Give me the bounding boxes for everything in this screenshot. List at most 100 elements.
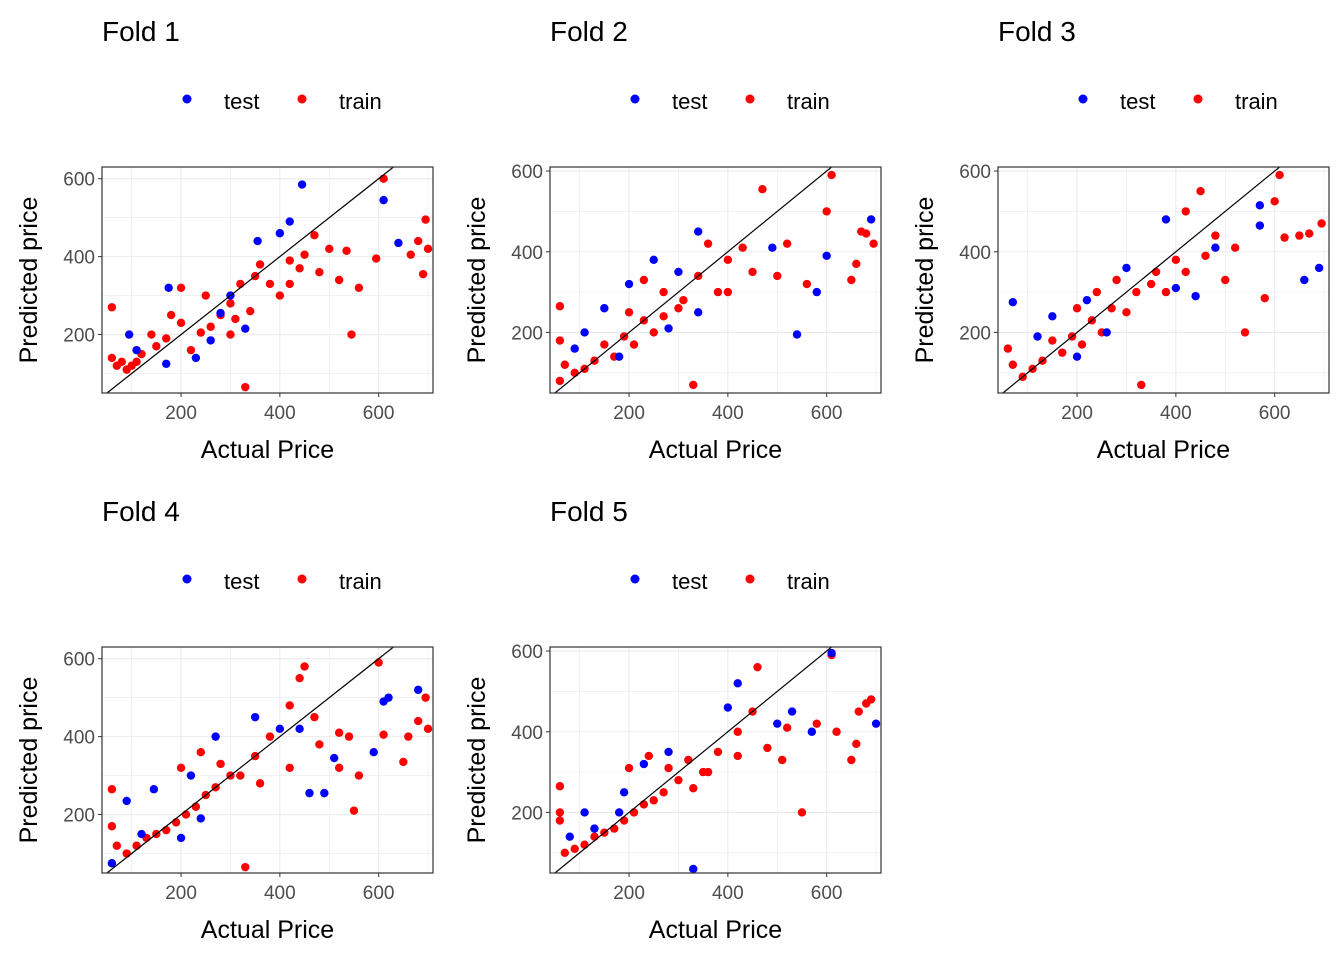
legend-key-test — [630, 574, 640, 584]
point-train — [555, 816, 565, 825]
point-test — [369, 748, 378, 757]
y-tick-label: 400 — [63, 248, 95, 269]
point-train — [1240, 328, 1250, 337]
point-train — [255, 779, 265, 788]
point-train — [236, 771, 245, 780]
point-test — [866, 215, 876, 224]
point-train — [122, 849, 131, 858]
point-train — [1058, 348, 1067, 357]
point-train — [1317, 219, 1326, 228]
point-test — [664, 324, 673, 333]
point-train — [285, 763, 294, 772]
point-train — [295, 673, 304, 683]
y-tick-label: 400 — [959, 243, 991, 264]
point-test — [768, 243, 777, 252]
point-train — [649, 796, 658, 805]
point-train — [152, 342, 161, 351]
points — [107, 658, 433, 872]
point-train — [723, 255, 733, 265]
point-train — [285, 256, 294, 265]
point-test — [1300, 275, 1309, 285]
point-train — [166, 310, 176, 320]
point-train — [861, 699, 871, 708]
point-train — [1077, 340, 1087, 349]
point-train — [1146, 279, 1156, 289]
point-train — [379, 730, 388, 739]
legend-label-test: test — [672, 89, 707, 114]
point-train — [354, 771, 364, 780]
point-test — [275, 724, 285, 734]
point-test — [565, 832, 574, 841]
y-axis-title: Predicted price — [15, 197, 43, 364]
point-test — [1008, 297, 1018, 307]
point-train — [176, 283, 186, 292]
x-axis-title: Actual Price — [1097, 436, 1230, 464]
legend-key-test — [1078, 94, 1088, 104]
point-test — [1191, 291, 1200, 301]
panel-title: Fold 5 — [550, 496, 628, 527]
x-tick-label: 200 — [1061, 403, 1093, 424]
point-test — [379, 195, 388, 205]
y-tick-label: 400 — [63, 728, 95, 749]
point-train — [639, 275, 649, 285]
point-test — [723, 703, 733, 712]
gridlines — [550, 167, 881, 393]
series-test — [570, 215, 876, 361]
point-train — [1137, 380, 1146, 390]
point-train — [639, 800, 649, 809]
point-train — [773, 271, 782, 281]
point-test — [1255, 221, 1265, 230]
point-train — [1196, 187, 1205, 196]
point-train — [832, 727, 841, 736]
point-train — [107, 353, 117, 363]
gridlines — [550, 647, 881, 873]
identity-line — [106, 647, 394, 873]
point-test — [253, 236, 262, 246]
point-train — [404, 732, 413, 741]
point-train — [689, 784, 698, 793]
identity-line — [1002, 167, 1280, 393]
point-train — [822, 207, 831, 216]
point-train — [1295, 231, 1304, 240]
legend-label-test: test — [672, 569, 707, 594]
point-train — [191, 802, 201, 811]
point-train — [570, 368, 579, 378]
point-train — [315, 268, 324, 277]
legend-key-train — [745, 574, 755, 584]
point-test — [132, 345, 141, 355]
point-test — [1033, 332, 1042, 341]
y-tick-label: 200 — [63, 806, 95, 827]
points — [1003, 170, 1326, 390]
y-axis-title: Predicted price — [911, 197, 939, 364]
point-test — [250, 712, 260, 722]
x-tick-label: 600 — [811, 883, 843, 904]
point-train — [265, 279, 275, 289]
point-test — [191, 353, 201, 363]
point-test — [1314, 263, 1324, 273]
points — [555, 648, 881, 873]
point-train — [342, 246, 351, 255]
point-train — [659, 287, 668, 297]
x-axis-title: Actual Price — [201, 916, 334, 944]
identity-line — [554, 647, 832, 873]
point-test — [787, 707, 797, 716]
point-train — [231, 314, 240, 324]
legend-label-test: test — [224, 89, 259, 114]
point-train — [713, 747, 723, 757]
point-test — [413, 685, 423, 695]
point-test — [871, 719, 881, 728]
identity-line — [106, 167, 394, 393]
point-train — [629, 340, 639, 349]
x-tick-label: 200 — [165, 403, 197, 424]
point-train — [619, 816, 629, 825]
fold-panel-2: Fold 2 test train 200 400 600 200 400 600 Actual … — [463, 16, 882, 464]
y-tick-label: 400 — [511, 243, 543, 264]
point-train — [733, 727, 742, 736]
legend-label-train: train — [787, 569, 830, 594]
point-train — [555, 336, 565, 345]
point-train — [1003, 344, 1013, 353]
point-train — [265, 732, 275, 741]
x-tick-label: 400 — [712, 403, 744, 424]
point-train — [347, 330, 356, 339]
point-train — [560, 848, 570, 858]
